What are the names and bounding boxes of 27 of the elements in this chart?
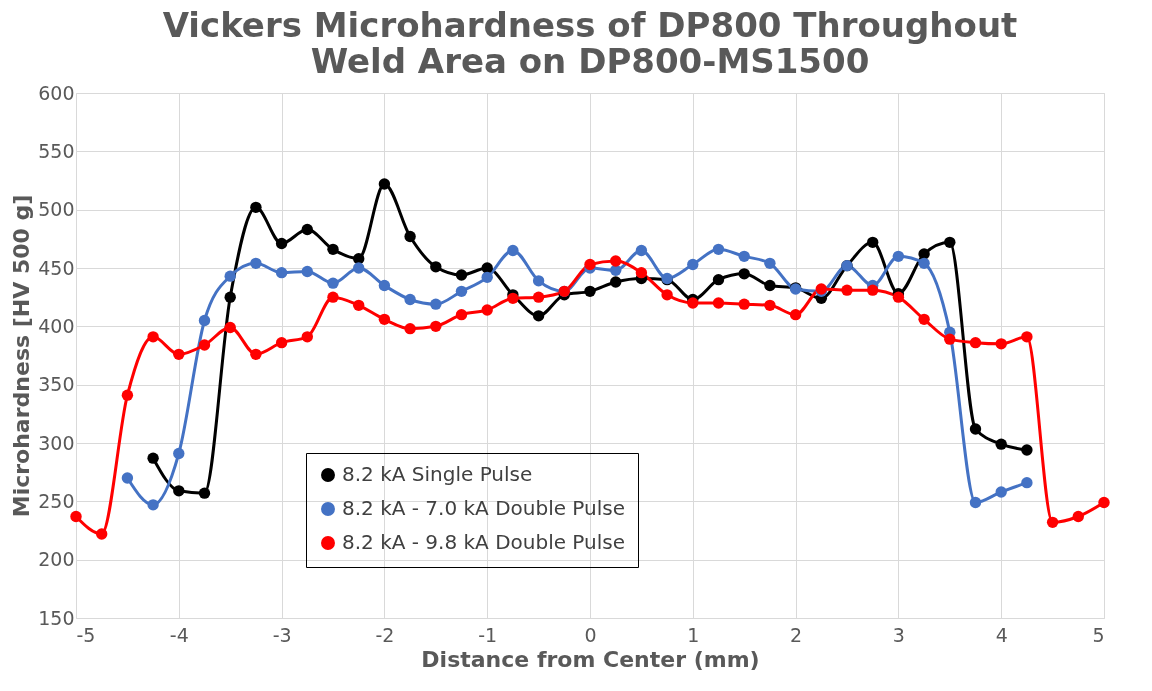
y-tick-label: 150 [38, 606, 75, 629]
y-tick-label: 300 [38, 431, 75, 454]
x-tick-label: 3 [892, 623, 905, 646]
x-tick-label: 5 [1092, 623, 1105, 646]
y-tick-label: 200 [38, 548, 75, 571]
x-tick-label: 1 [687, 623, 700, 646]
x-tick-label: -2 [375, 623, 395, 646]
x-tick-label: -1 [478, 623, 498, 646]
y-tick-label: 350 [38, 373, 75, 396]
x-axis-title: Distance from Center (mm) [421, 646, 760, 672]
x-tick-label: -3 [272, 623, 292, 646]
x-tick-label: -5 [76, 623, 96, 646]
y-tick-label: 400 [38, 314, 75, 337]
y-tick-label: 600 [38, 81, 75, 104]
legend-label: 8.2 kA - 7.0 kA Double Pulse [342, 496, 626, 520]
y-tick-label: 450 [38, 256, 75, 279]
chart-title: Vickers Microhardness of DP800 Throughout Weld Area on DP800-MS1500 [162, 5, 1018, 81]
x-tick-label: 4 [995, 623, 1008, 646]
y-tick-label: 250 [38, 489, 75, 512]
x-tick-label: -4 [169, 623, 189, 646]
legend-label: 8.2 kA - 9.8 kA Double Pulse [342, 530, 626, 554]
y-tick-label: 500 [38, 198, 75, 221]
y-axis-title: Microhardness [HV 500 g] [9, 194, 35, 518]
y-tick-label: 550 [38, 139, 75, 162]
x-tick-label: 0 [584, 623, 597, 646]
legend-label: 8.2 kA Single Pulse [342, 462, 533, 486]
x-tick-label: 2 [790, 623, 803, 646]
